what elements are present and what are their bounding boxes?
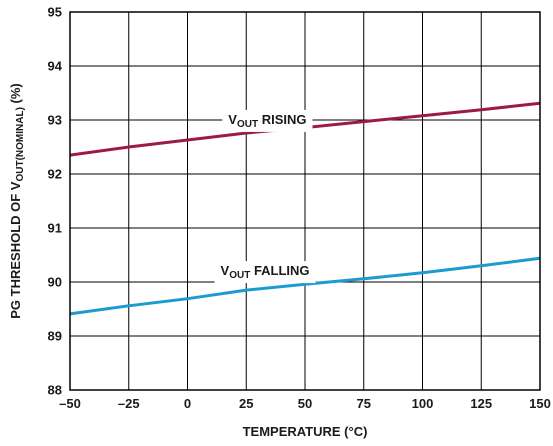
series-label-main: V: [228, 112, 237, 127]
series-label: VOUT RISING: [228, 112, 306, 130]
series-label-rest: FALLING: [250, 263, 309, 278]
x-tick-label: –25: [118, 396, 140, 411]
series-line: [69, 256, 541, 316]
x-tick-label: 75: [357, 396, 371, 411]
x-tick-label: 50: [298, 396, 312, 411]
series-label: VOUT FALLING: [221, 263, 310, 281]
series-label-background: [214, 261, 316, 284]
x-tick-label: 150: [529, 396, 551, 411]
x-tick-label: –50: [59, 396, 81, 411]
y-axis-title-prefix: PG THRESHOLD OF V: [8, 181, 23, 319]
plot-frame: [69, 11, 541, 391]
x-tick-label: 0: [184, 396, 191, 411]
y-tick-label: 93: [48, 113, 62, 128]
y-tick-label: 89: [48, 329, 62, 344]
y-axis-title-sub: OUT(NOMINAL): [15, 107, 26, 181]
y-axis-title: PG THRESHOLD OF VOUT(NOMINAL) (%): [8, 83, 26, 319]
x-axis-title: TEMPERATURE (°C): [243, 424, 368, 439]
y-tick-label: 90: [48, 275, 62, 290]
series-label-rest: RISING: [258, 112, 306, 127]
y-tick-labels: 88 89 90 91 92 93 94 95: [48, 5, 63, 398]
y-tick-label: 94: [48, 59, 63, 74]
x-tick-label: 125: [470, 396, 492, 411]
y-tick-label: 95: [48, 5, 62, 20]
series-label-main: V: [221, 263, 230, 278]
x-tick-label: 25: [239, 396, 253, 411]
series-label-sub: OUT: [237, 119, 258, 130]
grid: [69, 11, 541, 391]
x-tick-label: 100: [412, 396, 434, 411]
y-tick-label: 92: [48, 167, 62, 182]
y-tick-label: 88: [48, 383, 62, 398]
y-tick-label: 91: [48, 221, 62, 236]
series-label-sub: OUT: [229, 270, 250, 281]
series-label-background: [222, 109, 313, 132]
x-tick-labels: –50 –25 0 25 50 75 100 125 150: [59, 396, 551, 411]
y-axis-title-suffix: (%): [8, 83, 23, 107]
